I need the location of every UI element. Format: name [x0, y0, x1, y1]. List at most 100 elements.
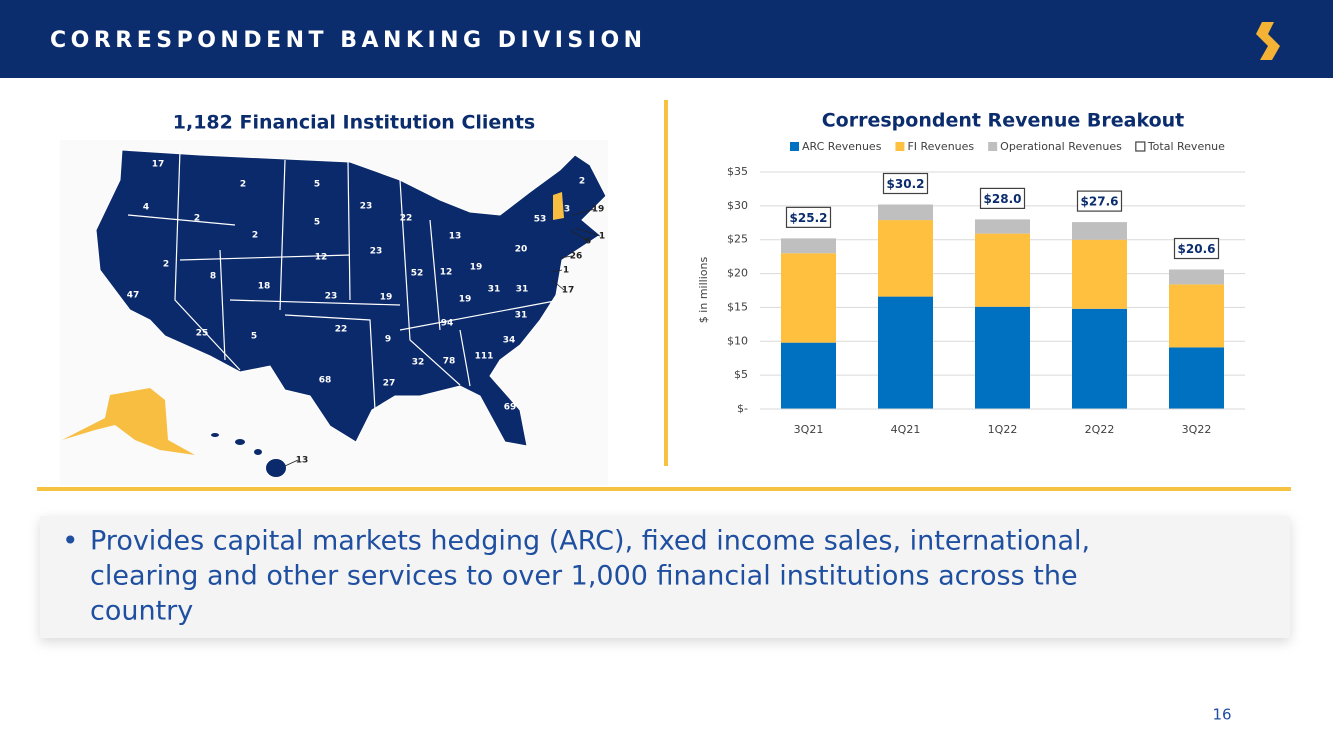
y-tick-label: $25	[727, 233, 748, 246]
bar-segment	[975, 219, 1030, 234]
state-count: 18	[258, 282, 271, 292]
state-count: 13	[296, 456, 309, 466]
total-box	[979, 187, 1026, 209]
bar-segment	[878, 296, 933, 409]
state-count: 19	[380, 293, 393, 303]
total-box	[882, 172, 929, 195]
y-tick-label: $30	[727, 199, 748, 212]
state-count: 47	[127, 291, 140, 301]
bar-segment	[1072, 308, 1127, 409]
legend-swatch	[895, 142, 905, 151]
state-count: 32	[412, 358, 425, 368]
x-tick-label: 3Q22	[1182, 423, 1212, 436]
state-count: 12	[315, 253, 328, 263]
state-count: 31	[515, 311, 528, 321]
bar-segment	[878, 220, 933, 297]
x-tick-label: 3Q21	[794, 423, 824, 436]
state-count: 9	[385, 335, 391, 345]
state-count: 22	[400, 214, 413, 224]
state-count: 68	[319, 376, 332, 386]
state-count: 19	[459, 295, 472, 305]
state-count: 19	[470, 263, 483, 273]
state-count: 2	[163, 260, 169, 270]
total-box	[785, 206, 832, 228]
state-count: 5	[314, 180, 320, 190]
bullet-panel	[40, 516, 1290, 638]
y-tick-label: $5	[734, 368, 748, 381]
bar-segment	[975, 306, 1030, 409]
bar-segment	[975, 233, 1030, 307]
state-count: 34	[503, 336, 516, 346]
bar-segment	[781, 253, 836, 343]
bullet-line: Provides capital markets hedging (ARC), …	[90, 526, 1090, 557]
state-count: 94	[441, 319, 454, 329]
state-count: 2	[194, 214, 200, 224]
total-label: $27.6	[1081, 195, 1119, 209]
legend-label: FI Revenues	[907, 140, 974, 153]
state-count: 13	[449, 232, 462, 242]
logo	[1256, 22, 1280, 60]
state-count: 69	[504, 403, 517, 413]
map-title: 1,182 Financial Institution Clients	[173, 112, 535, 134]
bar-segment	[781, 342, 836, 409]
bullet-line: country	[90, 596, 193, 627]
state-count: 31	[516, 285, 529, 295]
state-count: 6	[585, 237, 591, 247]
state-count: 23	[325, 292, 338, 302]
state-count: 20	[515, 245, 528, 255]
x-tick-label: 1Q22	[988, 423, 1018, 436]
legend-swatch	[988, 142, 998, 151]
bullet-line: clearing and other services to over 1,00…	[90, 561, 1078, 592]
state-count: 2	[240, 180, 246, 190]
state-count: 31	[488, 285, 501, 295]
bar-segment	[878, 204, 933, 221]
legend-swatch	[1135, 141, 1146, 152]
legend-swatch	[790, 142, 799, 151]
state-count: 17	[562, 286, 575, 296]
state-count: 26	[570, 252, 583, 262]
state-count: 19	[592, 205, 605, 215]
state-count: 5	[314, 218, 320, 228]
state-count: 23	[370, 247, 383, 257]
legend-label: Operational Revenues	[1000, 140, 1122, 153]
state-count: 2	[579, 177, 585, 187]
bar-segment	[1072, 222, 1127, 240]
total-label: $20.6	[1178, 242, 1216, 256]
y-axis-label: $ in millions	[697, 257, 710, 324]
total-label: $28.0	[984, 192, 1022, 206]
state-count: 4	[143, 203, 149, 213]
legend-label: Total Revenue	[1147, 140, 1225, 153]
state-count: 22	[335, 325, 348, 335]
bar-segment	[1169, 347, 1224, 409]
total-box	[1173, 237, 1220, 260]
y-tick-label: $10	[727, 334, 748, 347]
state-count: 25	[196, 329, 209, 339]
state-count: 52	[411, 269, 424, 279]
total-label: $30.2	[887, 177, 925, 191]
x-tick-label: 2Q22	[1085, 423, 1115, 436]
header-bar	[0, 0, 1333, 78]
header-title: CORRESPONDENT BANKING DIVISION	[50, 28, 647, 53]
state-count: 8	[210, 272, 216, 282]
state-count: 17	[152, 160, 165, 170]
legend-label: ARC Revenues	[802, 140, 882, 153]
y-tick-label: $15	[727, 300, 748, 313]
x-tick-label: 4Q21	[891, 423, 921, 436]
bullet-marker: •	[62, 524, 79, 557]
state-count: 1	[563, 266, 569, 276]
state-count: 12	[440, 268, 453, 278]
y-tick-label: $20	[727, 267, 748, 280]
state-count: 78	[443, 357, 456, 367]
page-number: 16	[1212, 706, 1231, 724]
state-count: 5	[251, 332, 257, 342]
total-box	[1076, 190, 1123, 212]
state-count: 53	[534, 215, 547, 225]
chart-title: Correspondent Revenue Breakout	[822, 110, 1185, 132]
bar-segment	[781, 238, 836, 254]
state-count: 27	[383, 379, 396, 389]
state-count: 3	[564, 205, 570, 215]
total-label: $25.2	[790, 211, 828, 225]
y-tick-label: $-	[737, 402, 748, 415]
